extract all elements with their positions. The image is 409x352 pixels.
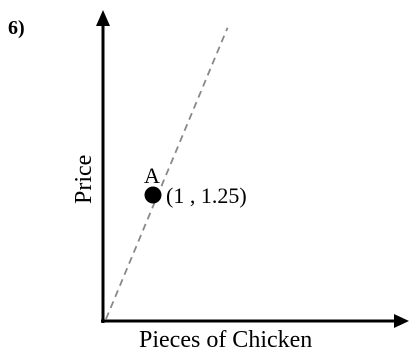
dashed-line-series: [105, 27, 229, 320]
y-axis-label: Price: [71, 155, 97, 204]
point-a-coordinates: (1 , 1.25): [166, 183, 247, 208]
y-axis-arrowhead: [96, 10, 110, 26]
x-axis-label: Pieces of Chicken: [139, 327, 312, 352]
point-a-label: A: [144, 163, 160, 188]
problem-number: 6): [8, 17, 25, 39]
point-a-marker: [144, 186, 162, 204]
x-axis-arrowhead: [394, 314, 409, 328]
